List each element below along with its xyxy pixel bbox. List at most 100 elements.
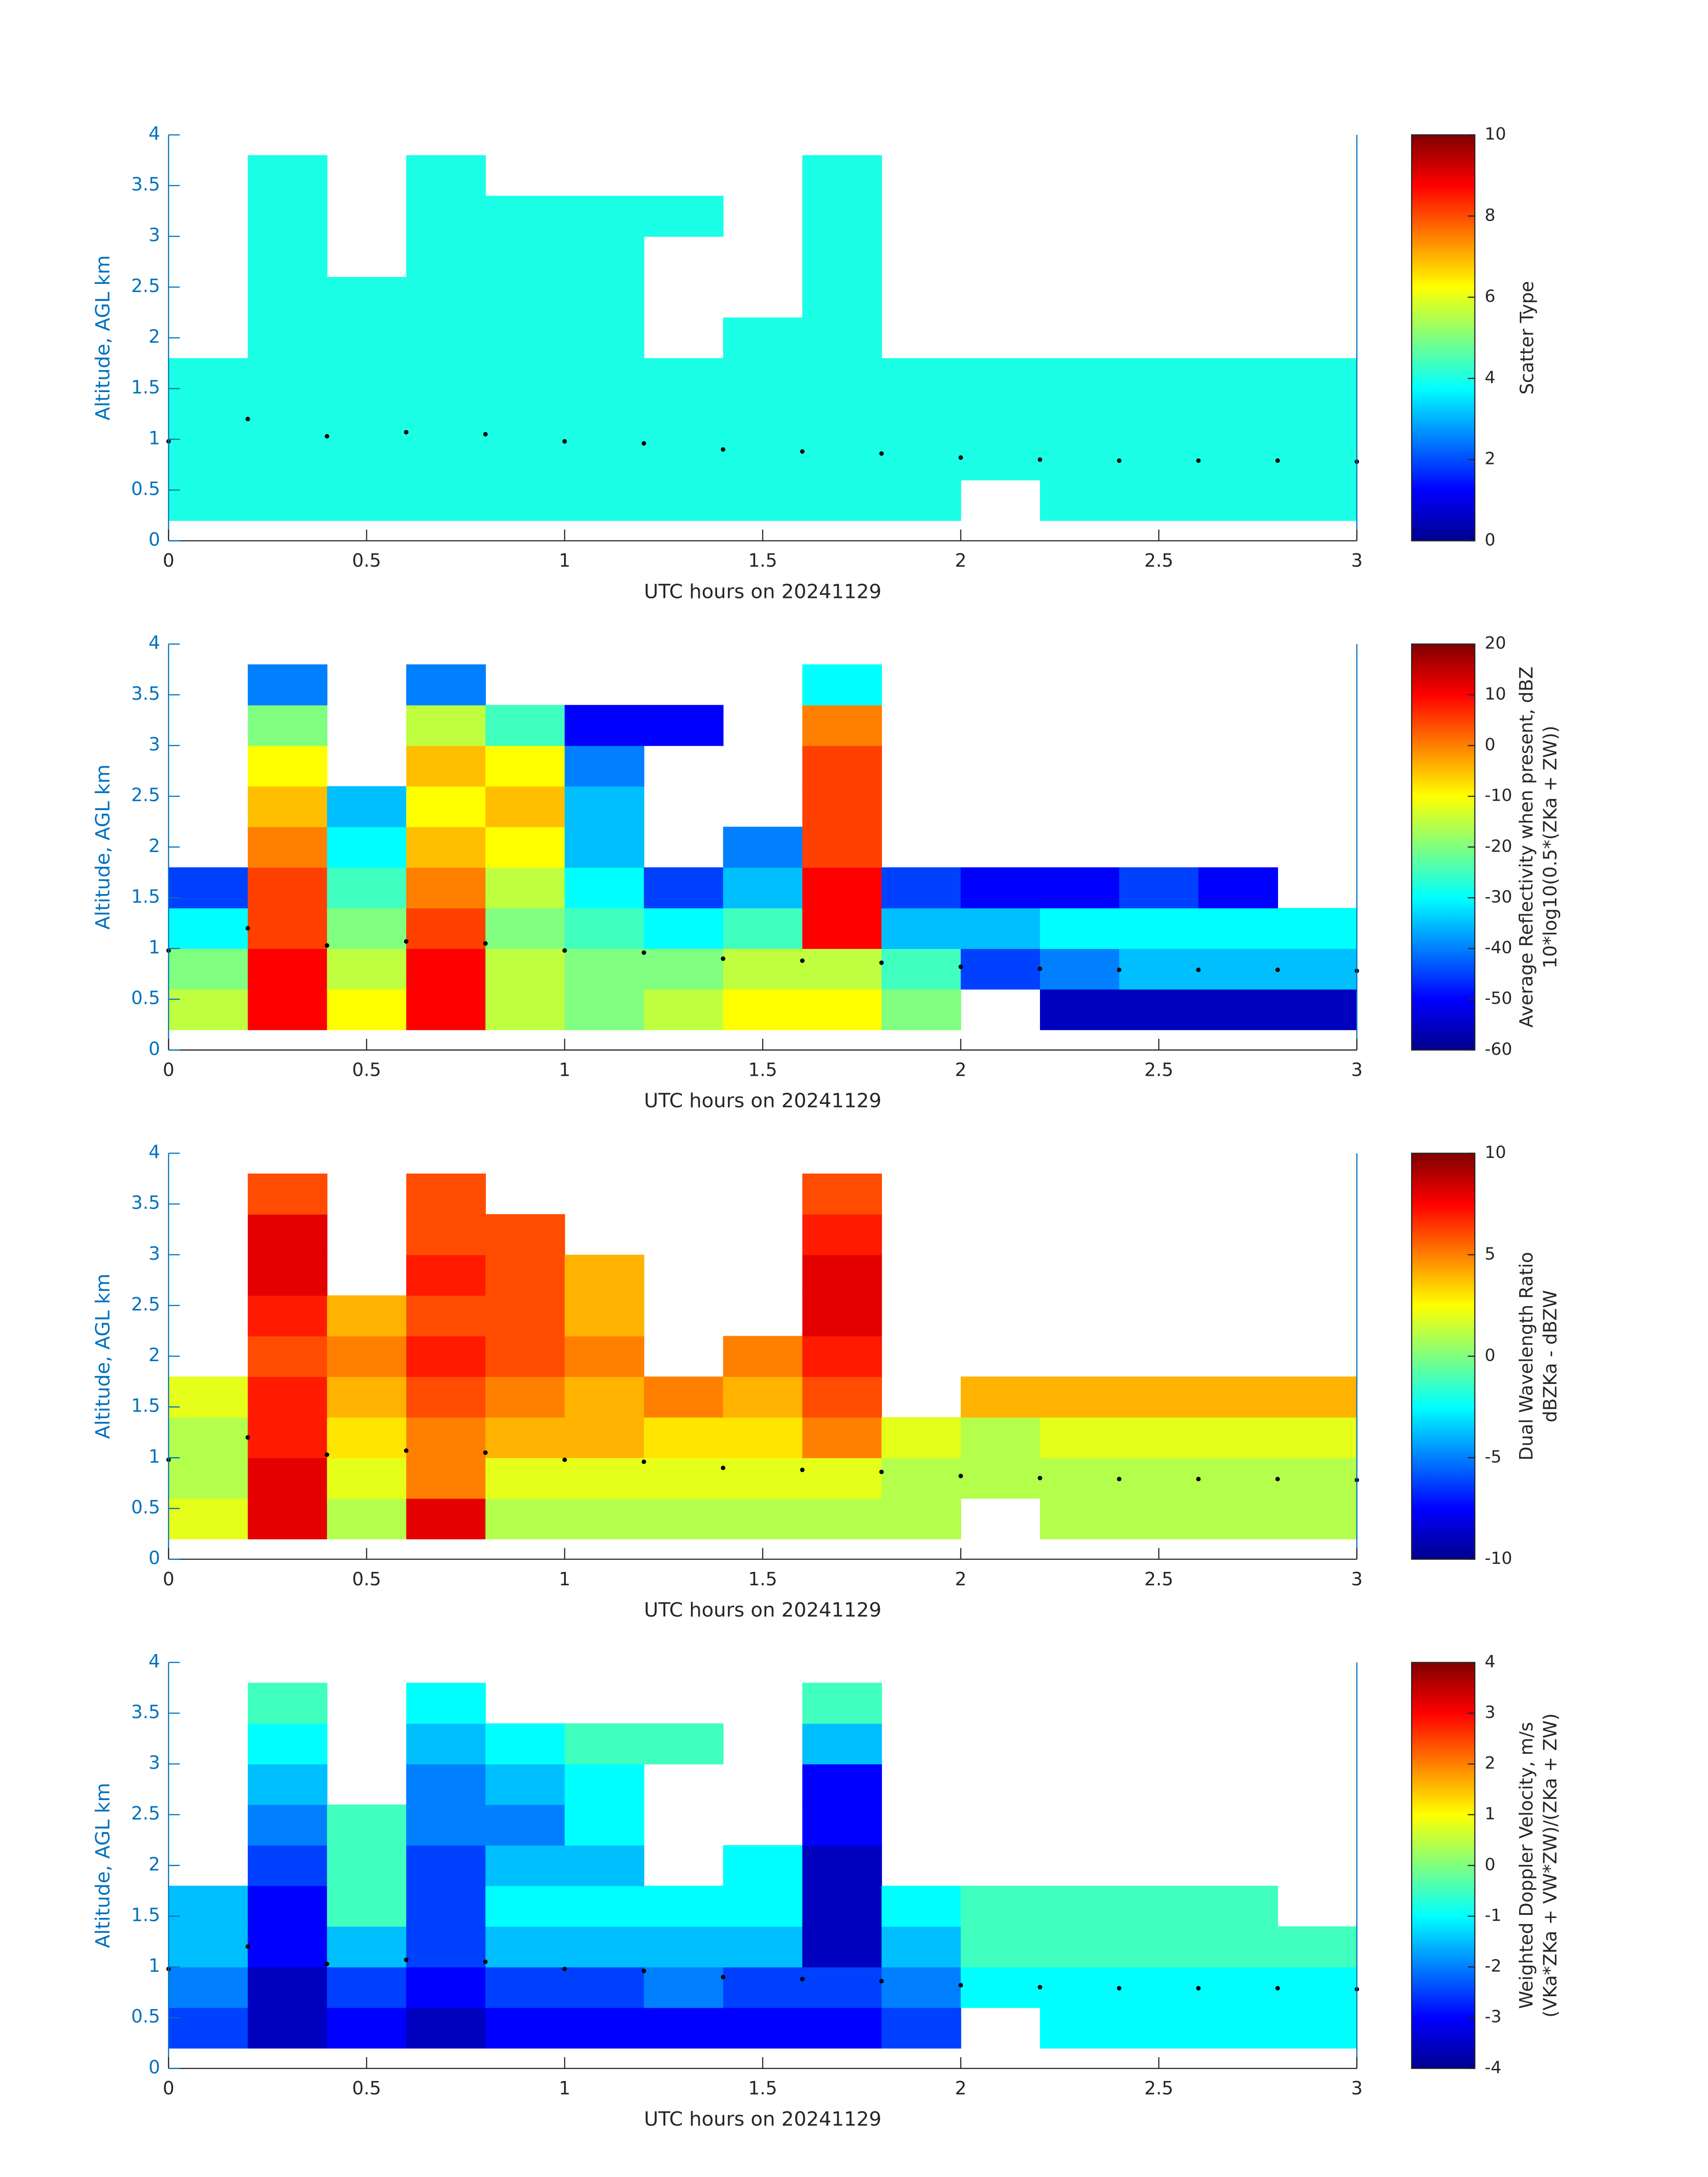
cell — [802, 1295, 882, 1337]
base-dot — [1196, 1986, 1201, 1991]
base-dot — [562, 948, 567, 953]
cell — [564, 358, 644, 399]
base-dot — [562, 1457, 567, 1462]
x-tick-label: 1 — [559, 1059, 571, 1080]
base-dot — [641, 441, 646, 446]
cell — [247, 358, 328, 399]
cell — [723, 1458, 803, 1499]
cell — [643, 1926, 724, 1968]
cell — [802, 1804, 882, 1846]
base-dot — [721, 1975, 726, 1980]
x-tick-label: 0.5 — [352, 1568, 381, 1590]
cell — [564, 705, 644, 746]
cell — [802, 745, 882, 787]
cell — [485, 908, 565, 949]
cell — [802, 908, 882, 949]
colorbar-tick-label: -50 — [1485, 988, 1512, 1008]
y-tick-label: 4 — [149, 1141, 160, 1163]
x-tick-label: 0 — [163, 2077, 174, 2099]
cell — [485, 1723, 565, 1764]
cell — [485, 1458, 565, 1499]
cell — [1278, 398, 1357, 440]
cell — [247, 1458, 328, 1499]
cell — [723, 949, 803, 990]
cell — [406, 1764, 486, 1805]
y-tick-label: 2.5 — [131, 784, 160, 806]
cell — [723, 439, 803, 481]
cell — [1119, 398, 1199, 440]
colorbar — [1411, 643, 1476, 1051]
cell — [802, 196, 882, 237]
base-dot — [1117, 458, 1122, 463]
cell — [168, 1458, 248, 1499]
cell — [802, 1214, 882, 1255]
colorbar-tick-label: 8 — [1485, 205, 1495, 225]
cell — [327, 1458, 407, 1499]
x-tick-label: 2.5 — [1144, 1568, 1173, 1590]
y-tick-label: 2 — [149, 326, 160, 347]
x-tick-label: 2 — [955, 1568, 967, 1590]
cell — [1278, 908, 1357, 949]
y-tick-label: 3 — [149, 1752, 160, 1773]
cell — [802, 236, 882, 278]
cell — [247, 1376, 328, 1418]
cell — [247, 786, 328, 827]
cell — [1278, 989, 1357, 1030]
cell — [881, 989, 961, 1030]
cell — [1278, 1498, 1357, 1540]
base-dot — [641, 1459, 646, 1464]
cell — [485, 358, 565, 399]
cell — [960, 439, 1040, 481]
cell — [723, 358, 803, 399]
cell — [1198, 949, 1278, 990]
y-tick-label: 0.5 — [131, 2006, 160, 2027]
colorbar-label: dBZKa - dBZW — [1539, 1290, 1561, 1422]
cell — [1119, 1376, 1199, 1418]
cell — [802, 1417, 882, 1458]
cell — [723, 1926, 803, 1968]
cell — [327, 1417, 407, 1458]
cell — [485, 318, 565, 359]
cell — [881, 867, 961, 909]
base-dot — [404, 1957, 409, 1962]
cell — [802, 1336, 882, 1377]
cell — [643, 989, 724, 1030]
cell — [960, 867, 1040, 909]
cell — [1040, 1926, 1120, 1968]
cell — [1278, 1926, 1357, 1968]
cell — [247, 1967, 328, 2008]
cell — [1040, 439, 1120, 481]
cell — [406, 1336, 486, 1377]
cell — [1278, 439, 1357, 481]
cell — [802, 1723, 882, 1764]
base-dot — [325, 1961, 330, 1966]
cell — [327, 949, 407, 990]
colorbar-label: Weighted Doppler Velocity, m/s — [1516, 1722, 1537, 2009]
cell — [1278, 1967, 1357, 2008]
y-tick-label: 1 — [149, 1955, 160, 1976]
cell — [802, 1376, 882, 1418]
cell — [564, 2007, 644, 2049]
cell — [1198, 480, 1278, 521]
cell — [1040, 949, 1120, 990]
cell — [1119, 1498, 1199, 1540]
cell — [881, 949, 961, 990]
cell — [643, 1458, 724, 1499]
colorbar-tick-label: -30 — [1485, 887, 1512, 907]
y-tick-label: 0 — [149, 2056, 160, 2078]
cell — [406, 989, 486, 1030]
cell — [1198, 398, 1278, 440]
y-axis-label: Altitude, AGL km — [92, 1274, 114, 1439]
cell — [1119, 989, 1199, 1030]
cell — [960, 1885, 1040, 1927]
cell — [1040, 358, 1120, 399]
x-tick-label: 1 — [559, 1568, 571, 1590]
cell — [802, 664, 882, 706]
cell — [564, 1376, 644, 1418]
cell — [406, 277, 486, 318]
cell — [485, 1336, 565, 1377]
cell — [564, 398, 644, 440]
x-axis-label: UTC hours on 20241129 — [644, 1090, 881, 1112]
cell — [247, 1804, 328, 1846]
cell — [802, 480, 882, 521]
